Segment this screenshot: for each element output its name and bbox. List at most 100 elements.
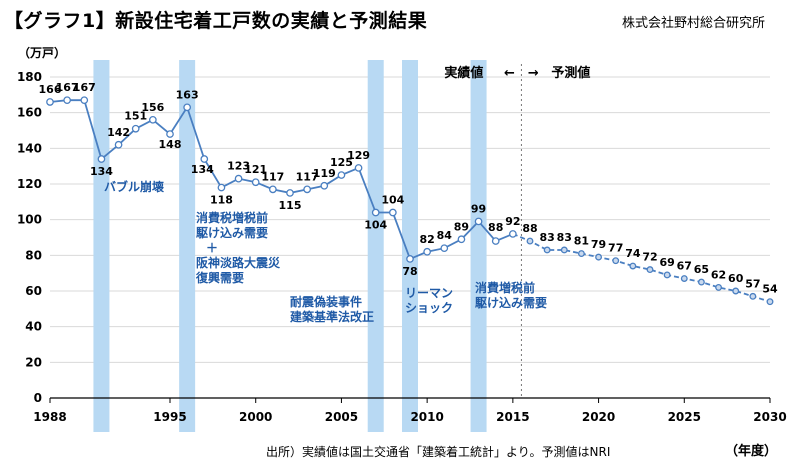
data-point [269, 185, 277, 194]
data-point [337, 171, 346, 179]
x-tick-label: 2010 [410, 410, 443, 424]
data-label: 104 [381, 194, 404, 207]
event-annotation: 阪神淡路大震災 [196, 255, 281, 270]
data-point [663, 271, 671, 279]
data-point [680, 275, 688, 282]
event-annotation: 復興需要 [195, 270, 244, 285]
data-point [715, 283, 723, 291]
data-label: 167 [73, 81, 96, 94]
event-band [93, 60, 110, 432]
y-tick-label: 100 [17, 213, 42, 227]
data-label: 84 [437, 229, 453, 242]
legend-actual: 実績値 [444, 65, 483, 81]
data-label: 104 [364, 219, 387, 232]
data-point [320, 181, 329, 190]
data-point [200, 155, 209, 163]
event-annotation: ショック [405, 301, 453, 315]
data-point [543, 246, 551, 254]
data-label: 163 [176, 88, 199, 101]
data-label: 57 [745, 277, 760, 290]
data-point [440, 244, 449, 253]
x-tick-label: 2005 [325, 410, 358, 424]
event-band [179, 60, 196, 432]
data-label: 123 [227, 160, 250, 173]
data-label: 82 [419, 233, 434, 246]
data-label: 134 [191, 163, 214, 176]
forecast-line [512, 233, 771, 303]
y-tick-label: 20 [25, 355, 42, 369]
data-label: 77 [608, 242, 623, 255]
x-tick-label: 2025 [668, 410, 701, 424]
event-band [367, 60, 384, 432]
data-point [131, 124, 140, 133]
event-band [402, 60, 418, 432]
data-label: 129 [347, 149, 370, 162]
data-label: 99 [471, 202, 486, 215]
data-point [183, 103, 191, 112]
x-axis-unit: （年度） [724, 444, 777, 459]
data-label: 121 [244, 163, 267, 176]
data-point [612, 257, 620, 265]
data-label: 67 [677, 260, 692, 273]
y-tick-label: 160 [17, 106, 42, 120]
y-tick-label: 180 [17, 70, 42, 84]
data-point [766, 298, 774, 306]
x-tick-label: 1988 [33, 410, 66, 424]
data-label: 117 [261, 170, 284, 183]
data-label: 119 [313, 167, 336, 180]
data-label: 156 [141, 101, 164, 114]
x-tick-label: 1995 [153, 410, 186, 424]
x-tick-label: 2015 [496, 410, 529, 424]
data-point [251, 178, 260, 187]
data-label: 62 [711, 268, 726, 281]
data-label: 83 [557, 231, 572, 244]
y-tick-label: 140 [17, 141, 42, 155]
data-point [114, 140, 123, 149]
data-label: 78 [402, 265, 417, 278]
data-label: 60 [728, 272, 744, 285]
data-label: 72 [642, 251, 657, 264]
data-point [646, 266, 654, 274]
legend-arrows: ← → [504, 66, 539, 81]
data-point [286, 189, 294, 197]
y-tick-label: 0 [34, 391, 42, 405]
data-point [509, 230, 517, 238]
data-point [491, 237, 500, 245]
data-label: 79 [591, 238, 606, 251]
data-point [303, 185, 311, 194]
y-tick-label: 60 [25, 284, 42, 298]
source-note: 出所）実績値は国土交通省「建築着工統計」より。予測値はNRI [266, 445, 611, 459]
y-tick-label: 40 [25, 320, 42, 334]
data-point [629, 262, 637, 270]
event-annotation: バブル崩壊 [104, 179, 165, 194]
data-label: 88 [488, 221, 503, 234]
data-point [457, 235, 466, 244]
data-point [46, 98, 54, 106]
data-label: 92 [505, 215, 520, 228]
data-label: 115 [279, 199, 302, 212]
data-point [749, 292, 757, 300]
data-point [149, 115, 157, 124]
data-label: 69 [659, 256, 674, 269]
data-label: 81 [574, 235, 589, 248]
event-annotation: 消費税増税前 [196, 210, 268, 225]
data-point [406, 255, 414, 263]
data-point [423, 247, 431, 256]
event-annotation: 駆け込み需要 [196, 225, 268, 240]
chart-title: 【グラフ1】新設住宅着工戸数の実績と予測結果 [4, 10, 428, 32]
data-point [217, 183, 226, 192]
data-point [560, 246, 568, 254]
data-label: 54 [762, 283, 778, 296]
data-point [474, 217, 483, 226]
data-label: 118 [210, 194, 233, 207]
event-annotation: ＋ [206, 241, 218, 255]
data-label: 88 [522, 222, 537, 235]
data-point [732, 287, 740, 295]
data-point [595, 253, 603, 261]
data-label: 65 [694, 263, 709, 276]
data-point [80, 96, 89, 105]
data-point [526, 237, 534, 245]
y-axis-unit: （万戸） [18, 46, 67, 60]
x-tick-label: 2030 [753, 410, 786, 424]
